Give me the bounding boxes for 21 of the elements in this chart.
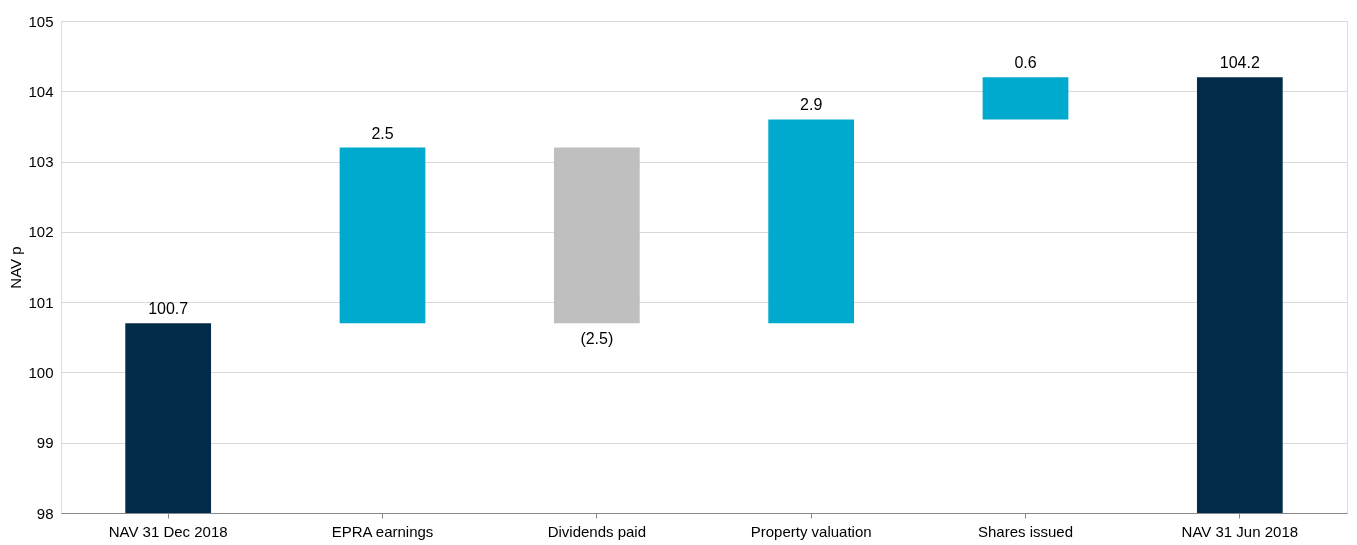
data-label: (2.5) bbox=[580, 330, 614, 348]
y-tick-label: 98 bbox=[36, 504, 54, 522]
y-tick-label: 104 bbox=[28, 82, 54, 100]
data-label: 104.2 bbox=[1219, 54, 1260, 72]
y-tick-label: 101 bbox=[28, 293, 54, 311]
data-label: 2.5 bbox=[371, 124, 394, 142]
y-tick-label: 100 bbox=[28, 363, 54, 381]
y-tick-label: 102 bbox=[28, 223, 54, 241]
data-label: 2.9 bbox=[800, 96, 823, 114]
y-tick-label: 99 bbox=[36, 434, 54, 452]
x-tick-label: NAV 31 Jun 2018 bbox=[1181, 522, 1299, 540]
x-tick-label: Shares issued bbox=[977, 522, 1074, 540]
x-tick-label: Property valuation bbox=[750, 522, 872, 540]
y-tick-label: 105 bbox=[28, 12, 54, 30]
x-tick-label: NAV 31 Dec 2018 bbox=[108, 522, 228, 540]
y-axis-title: NAV p bbox=[7, 246, 25, 289]
data-label: 100.7 bbox=[148, 300, 189, 318]
x-tick-label: EPRA earnings bbox=[331, 522, 434, 540]
y-tick-label: 103 bbox=[28, 153, 54, 171]
data-label: 0.6 bbox=[1014, 54, 1037, 72]
x-tick-label: Dividends paid bbox=[547, 522, 647, 540]
